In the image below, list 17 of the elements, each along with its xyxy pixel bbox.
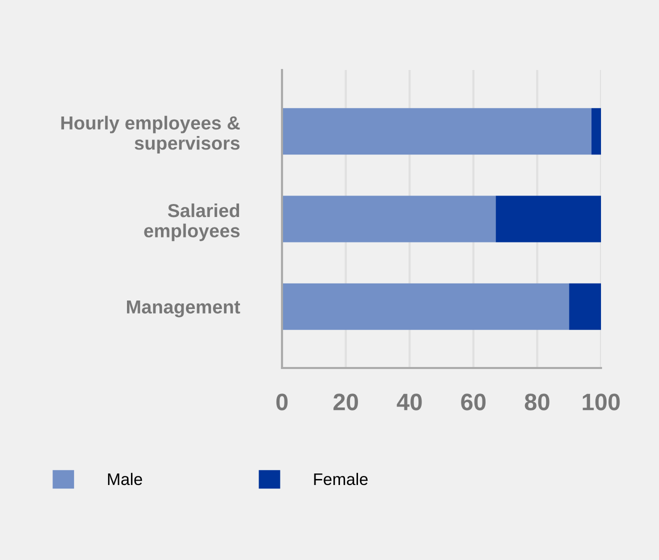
- legend-label: Female: [314, 472, 368, 486]
- x-tick-label: 60: [461, 394, 486, 410]
- bar: [282, 283, 570, 330]
- y-tick-label: Salaried employees: [144, 203, 240, 242]
- x-tick-label: 0: [276, 394, 288, 410]
- x-tick-label: 100: [582, 394, 620, 410]
- bar: [282, 196, 496, 242]
- y-tick-label: Hourly employees & supervisors: [61, 116, 240, 154]
- bar: [591, 108, 601, 155]
- bar: [496, 196, 601, 242]
- x-tick-label: 40: [396, 394, 422, 410]
- x-tick-label: 80: [524, 394, 550, 410]
- legend-label: Male: [108, 472, 142, 486]
- bar: [282, 108, 592, 155]
- y-tick-label: Management: [126, 300, 240, 318]
- bar: [569, 283, 601, 330]
- x-tick-label: 20: [333, 394, 358, 410]
